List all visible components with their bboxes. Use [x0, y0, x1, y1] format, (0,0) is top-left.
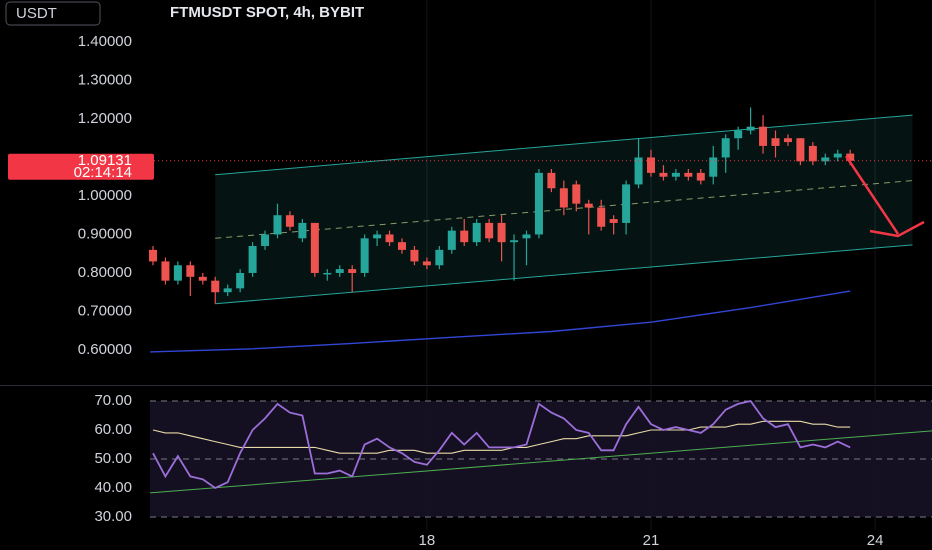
candle-body: [783, 138, 792, 143]
candle-body: [360, 238, 369, 273]
rsi-trendline: [149, 430, 932, 494]
chart-title: FTMUSDT SPOT, 4h, BYBIT: [170, 4, 364, 21]
candle-body: [248, 246, 257, 273]
channel-lower: [215, 244, 913, 305]
candle-body: [186, 265, 195, 277]
candle-body: [734, 130, 743, 139]
candle-body: [460, 230, 469, 243]
candle-body: [373, 234, 382, 239]
countdown-label: 02:14:14: [74, 164, 132, 181]
y-tick-label: 1.40000: [78, 33, 132, 50]
rsi-signal: [152, 420, 851, 454]
currency[interactable]: USDT: [16, 5, 57, 22]
candle-body: [310, 222, 319, 273]
y-tick-label: 70.00: [94, 392, 132, 409]
moving-average: [149, 290, 851, 353]
candle-body: [833, 153, 842, 158]
candle-body: [497, 222, 506, 243]
candle-body: [447, 230, 456, 250]
grid: [150, 0, 932, 530]
candle-body: [285, 215, 294, 227]
plot: [148, 107, 932, 494]
candle-body: [261, 234, 270, 247]
y-tick-label: 50.00: [94, 450, 132, 467]
rsi-line: [152, 399, 851, 490]
y-tick-label: 1.30000: [78, 71, 132, 88]
y-tick-label: 0.60000: [78, 341, 132, 358]
arrow-head: [869, 220, 925, 238]
candle-body: [609, 219, 618, 223]
candle-body: [485, 222, 494, 239]
candle-body: [522, 234, 531, 239]
last-price-label: 1.09131: [78, 152, 132, 169]
candle-body: [472, 222, 481, 243]
candle-body: [534, 172, 543, 235]
y-tick-label: 1.20000: [78, 110, 132, 127]
y-tick-label: 40.00: [94, 479, 132, 496]
candle-body: [759, 126, 768, 146]
candle-body: [696, 172, 705, 181]
candle-body: [410, 249, 419, 262]
candle-body: [821, 157, 830, 162]
last-price-box: [8, 153, 154, 180]
candle-body: [510, 240, 519, 243]
candle-body: [273, 215, 282, 235]
candle-body: [622, 184, 631, 223]
candle-body: [547, 172, 556, 189]
arrow-shaft: [844, 155, 900, 235]
candle-body: [634, 157, 643, 185]
candle-body: [584, 203, 593, 208]
y-tick-label: 0.80000: [78, 264, 132, 281]
axes: 0.60000 0.70000 0.80000 0.90000 1.00000 1.200…: [8, 33, 883, 549]
candle-body: [385, 234, 394, 243]
candle-body: [397, 242, 406, 250]
candle-body: [348, 269, 357, 273]
y-tick-label: 30.00: [94, 508, 132, 525]
y-tick-label: 0.90000: [78, 225, 132, 242]
candle-body: [808, 145, 817, 162]
x-tick-label: 18: [419, 532, 436, 549]
y-tick-label: 0.70000: [78, 302, 132, 319]
candle-body: [335, 269, 344, 273]
candle-body: [173, 265, 182, 281]
y-tick-label: 60.00: [94, 421, 132, 438]
candle-body: [422, 261, 431, 266]
candle-body: [659, 172, 668, 177]
candle-body: [236, 272, 245, 289]
x-tick-label: 21: [643, 532, 660, 549]
candle-body: [223, 288, 232, 293]
currency-box[interactable]: [5, 1, 101, 26]
candle-body: [597, 207, 606, 227]
candle-body: [435, 249, 444, 266]
candle-body: [771, 138, 780, 146]
candle-body: [846, 153, 855, 161]
channel-upper: [215, 114, 913, 176]
candle-body: [323, 272, 332, 275]
candle-body: [646, 157, 655, 173]
candle-body: [572, 184, 581, 204]
candle-body: [721, 138, 730, 158]
candle-body: [211, 280, 220, 293]
candle-body: [198, 276, 207, 281]
x-tick-label: 24: [867, 532, 884, 549]
y-tick-label: 1.00000: [78, 187, 132, 204]
candle-body: [746, 126, 755, 131]
candle-body: [161, 261, 170, 281]
candle-body: [709, 157, 718, 177]
candle-body: [559, 188, 568, 208]
candle-body: [298, 222, 307, 239]
candle-body: [684, 172, 693, 177]
candle-body: [796, 138, 805, 162]
candle-body: [671, 172, 680, 177]
candle-body: [148, 249, 157, 262]
channel-middle: [215, 180, 913, 239]
